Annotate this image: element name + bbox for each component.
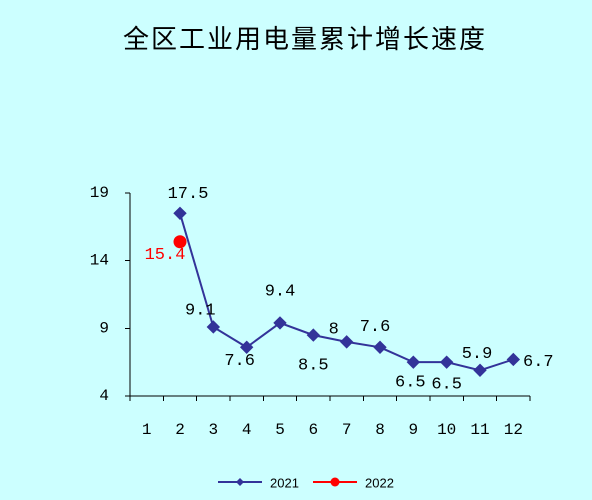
data-label: 7.6 <box>360 318 391 337</box>
legend-label: 2022 <box>365 476 394 491</box>
data-label: 6.7 <box>523 353 554 372</box>
x-tick-label: 11 <box>470 421 489 439</box>
series-2022: 15.4 <box>145 235 187 265</box>
x-tick-label: 10 <box>437 421 456 439</box>
series-2021-point <box>206 320 221 334</box>
legend-label: 2021 <box>270 476 299 491</box>
series-2021-point <box>306 328 321 342</box>
series-2021-point <box>339 335 354 349</box>
series-2022-point <box>173 235 187 249</box>
legend-item-2021: 2021 <box>218 476 299 491</box>
data-label: 7.6 <box>224 352 255 371</box>
series-2021-point <box>473 363 487 377</box>
x-tick-label: 9 <box>409 421 419 439</box>
legend-diamond-icon <box>236 478 244 486</box>
x-tick-label: 2 <box>175 421 185 439</box>
data-label: 5.9 <box>462 345 493 364</box>
x-tick-label: 12 <box>504 421 523 439</box>
data-label: 9.1 <box>185 301 216 320</box>
x-tick-label: 3 <box>209 421 219 439</box>
data-label: 6.5 <box>395 374 426 393</box>
series-2021: 17.59.17.69.48.58 7.66.5 6.55.9 6.7 <box>168 185 554 395</box>
legend-circle-icon <box>330 477 340 487</box>
series-2021-point <box>273 316 287 330</box>
x-tick-label: 5 <box>275 421 285 439</box>
legend-item-2022: 2022 <box>313 476 394 491</box>
chart-title: 全区工业用电量累计增长速度 <box>123 25 487 55</box>
data-label: 8.5 <box>298 357 329 376</box>
data-label: 15.4 <box>145 246 186 265</box>
x-tick-label: 4 <box>242 421 252 439</box>
x-tick-label: 7 <box>342 421 352 439</box>
y-tick-label: 19 <box>90 184 109 202</box>
x-tick-label: 8 <box>375 421 385 439</box>
chart-legend: 2021 2022 <box>218 476 394 491</box>
series-2021-point <box>373 340 387 354</box>
y-tick-label: 14 <box>90 252 109 270</box>
series-2021-point <box>439 355 454 369</box>
plot-area: 17.59.17.69.48.58 7.66.5 6.55.9 6.715.4 <box>145 185 554 395</box>
y-tick-label: 4 <box>99 387 109 405</box>
series-2021-point <box>406 355 421 369</box>
data-label: 6.5 <box>431 376 462 395</box>
data-label: 9.4 <box>265 282 296 301</box>
series-2021-point <box>506 352 521 367</box>
data-label: 8 <box>329 320 339 339</box>
y-tick-label: 9 <box>99 319 109 337</box>
series-2021-point <box>239 340 254 354</box>
x-tick-label: 6 <box>309 421 319 439</box>
series-2021-point <box>173 206 187 221</box>
data-label: 17.5 <box>168 185 209 204</box>
x-tick-label: 1 <box>142 421 152 439</box>
